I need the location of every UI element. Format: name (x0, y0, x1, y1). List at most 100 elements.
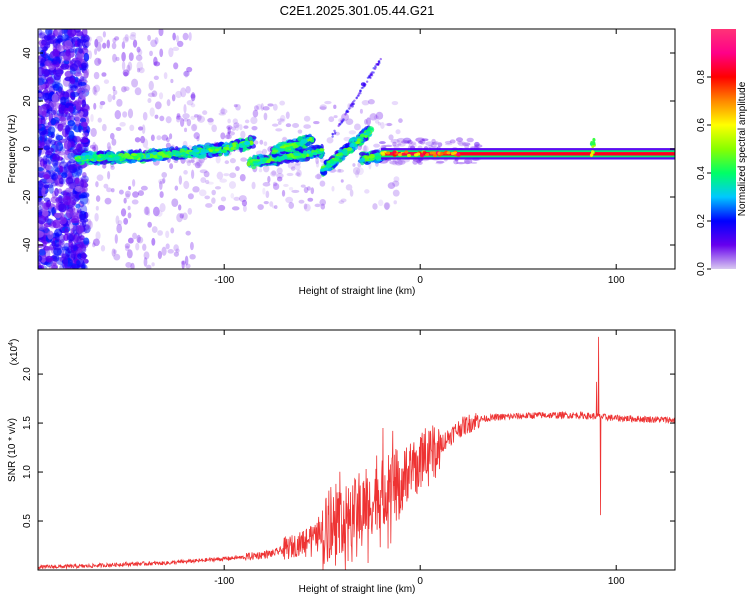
spectrogram-cell (67, 29, 77, 37)
spectrogram-cell (186, 118, 192, 127)
colorbar-ticks: 0.0 0.2 0.4 0.6 0.8 (696, 70, 711, 276)
spectrogram-cell (263, 141, 268, 147)
spectrogram-cell (40, 43, 48, 51)
spectrogram-cell (285, 196, 294, 204)
spectrogram-ytick-label: 20 (22, 95, 33, 107)
spectrogram-cell (43, 184, 50, 189)
spectrogram-cell (296, 169, 302, 178)
spectrogram-cell (277, 118, 285, 122)
spectrogram-cell (263, 200, 269, 205)
spectrogram-cell (132, 191, 139, 198)
spectrogram-cell (283, 183, 289, 187)
spectrogram-cell (151, 237, 156, 246)
spectrogram-cell (70, 218, 80, 224)
spectrogram-cell (94, 57, 101, 66)
spectrogram-cell (110, 188, 115, 193)
spectrogram-cell (137, 48, 143, 56)
spectrogram-cell (129, 34, 136, 41)
spectrogram-cell (70, 243, 78, 249)
spectrogram-cell (211, 197, 216, 204)
spectrogram-cell (134, 87, 142, 96)
spectrogram-cell (57, 203, 67, 213)
spectrogram-cell (114, 233, 118, 244)
spectrogram-cell (432, 142, 438, 146)
spectrogram-cell (276, 172, 284, 179)
spectrogram-cell (183, 70, 190, 77)
spectrogram-cell (271, 170, 277, 176)
spectrogram-cell (258, 168, 263, 173)
spectrogram-cell (408, 142, 417, 149)
spectrogram-cell (175, 90, 183, 99)
spectrogram-cell (79, 235, 85, 241)
spectrogram-cell (392, 144, 399, 148)
spectrogram-cell (45, 202, 50, 208)
spectrogram-cell (86, 198, 90, 205)
spectrogram-cell (45, 164, 52, 171)
spectrogram-cell (65, 49, 71, 57)
spectrogram-cell (435, 162, 444, 165)
spectrogram-cell (41, 110, 47, 118)
spectrogram-cell (76, 143, 82, 153)
spectrogram-cell (233, 122, 240, 128)
spectrogram-cell (303, 150, 307, 155)
spectrogram-cell (45, 143, 51, 151)
spectrogram-cell (589, 153, 593, 158)
spectrogram-cell (149, 153, 154, 158)
spectrogram-cell (38, 243, 45, 248)
spectrogram-cell (45, 139, 52, 147)
spectrogram-cell (48, 184, 54, 194)
spectrogram-cell (135, 242, 140, 251)
spectrogram-cell (122, 111, 128, 118)
spectrogram-cell (159, 92, 164, 100)
spectrogram-cell (101, 123, 107, 132)
spectrogram-cell (47, 155, 53, 165)
spectrogram-cell (127, 237, 134, 244)
spectrogram-cell (205, 203, 213, 208)
spectrogram-cell (220, 132, 226, 140)
spectrogram-cell (166, 137, 170, 143)
spectrogram-cell (394, 159, 403, 166)
spectrogram-cell (203, 170, 210, 178)
spectrogram-cell (153, 56, 158, 66)
spectrogram-cell (125, 193, 130, 199)
spectrogram-cell (136, 67, 141, 73)
spectrogram-cell (94, 48, 98, 55)
spectrogram-cell (227, 118, 231, 124)
spectrogram-cell (294, 163, 301, 171)
spectrogram-cell (82, 36, 89, 44)
spectrogram-cell (79, 92, 87, 99)
spectrogram-cell (66, 218, 71, 226)
spectrogram-cell (79, 217, 89, 223)
spectrogram-cell (76, 225, 84, 234)
spectrogram-cell (63, 59, 70, 65)
spectrogram-cell (182, 212, 188, 221)
spectrogram-cell (439, 151, 444, 156)
spectrogram-cell (142, 243, 147, 251)
spectrogram-cell (123, 71, 129, 77)
spectrogram-cell (150, 134, 155, 142)
spectrogram-cell (174, 185, 179, 191)
spectrogram-cell (74, 76, 79, 83)
spectrogram-cell (115, 215, 120, 225)
spectrogram-cell (42, 92, 50, 101)
spectrogram-cell (235, 166, 240, 171)
spectrogram-cell (292, 123, 300, 128)
spectrogram-cell (157, 250, 163, 260)
spectrogram-xtick-label: 100 (608, 275, 625, 286)
spectrogram-cell (153, 206, 160, 217)
spectrogram-cell (43, 197, 51, 202)
spectrogram-cell (159, 203, 166, 213)
spectrogram-cell (131, 78, 139, 88)
spectrogram-cell (235, 124, 240, 131)
spectrogram-cell (106, 142, 111, 151)
spectrogram-cell (373, 143, 381, 148)
spectrogram-cell (269, 201, 274, 207)
spectrogram-cell (75, 203, 81, 209)
spectrogram-cell (161, 171, 168, 178)
spectrogram-cell (41, 39, 47, 46)
spectrogram-cell (176, 116, 181, 123)
spectrogram-cell (194, 114, 199, 118)
spectrogram-cell (39, 31, 47, 39)
spectrogram-cell (197, 115, 206, 123)
spectrogram-cell (158, 178, 165, 185)
